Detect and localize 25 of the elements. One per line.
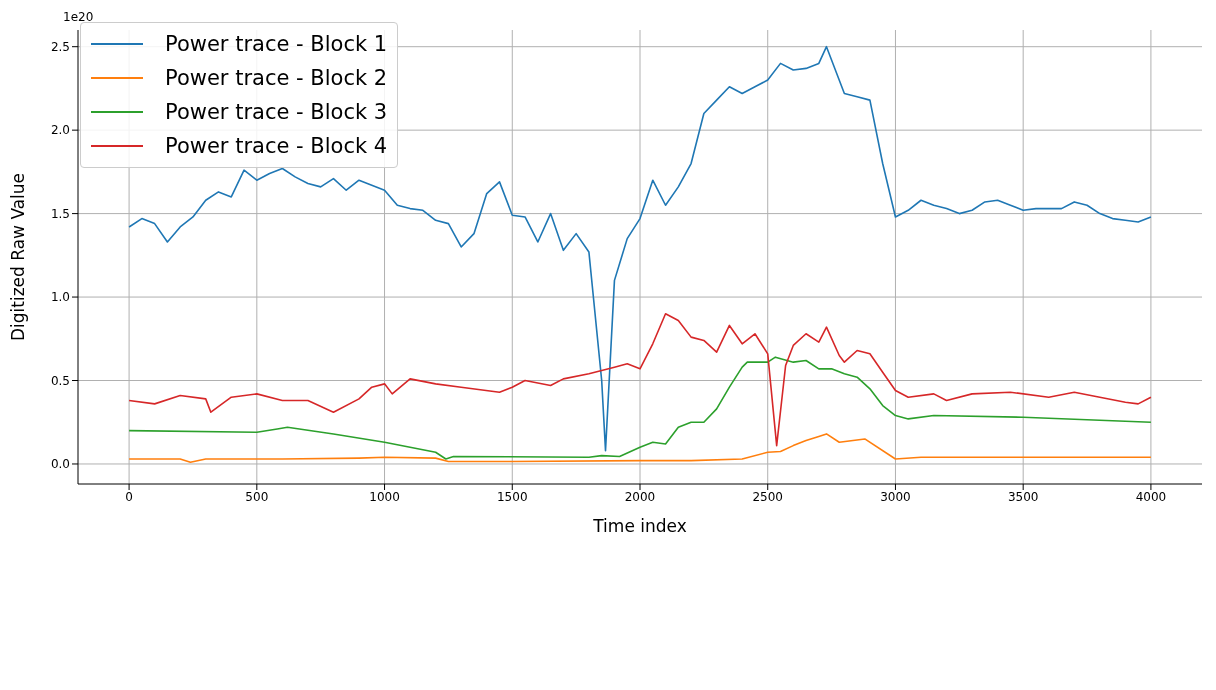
legend-label: Power trace - Block 4 [165, 134, 388, 158]
y-tick-label: 1.5 [50, 206, 70, 221]
x-tick-label: 3000 [880, 489, 911, 504]
line-series [128, 356, 1152, 460]
y-tick-label: 1.0 [50, 290, 70, 305]
x-tick-label: 2500 [752, 489, 783, 504]
x-tick-label: 1500 [497, 489, 528, 504]
line-series [128, 312, 1152, 447]
legend-label: Power trace - Block 1 [165, 32, 388, 56]
y-tick-label: 2.0 [50, 123, 70, 138]
legend-label: Power trace - Block 2 [165, 66, 388, 90]
text: 1e20 [63, 10, 94, 24]
line-series [128, 433, 1152, 464]
y-tick-label: 0.0 [50, 457, 70, 472]
x-axis-title: Time index [592, 516, 687, 536]
x-tick-label: 1000 [369, 489, 400, 504]
x-tick-label: 3500 [1007, 489, 1039, 504]
y-tick-label: 0.5 [50, 373, 70, 388]
y-axis-title: Digitized Raw Value [8, 172, 29, 342]
x-tick-label: 2000 [624, 489, 656, 504]
legend-label: Power trace - Block 3 [165, 100, 388, 124]
x-tick-label: 4000 [1135, 489, 1167, 504]
x-tick-label: 500 [245, 489, 269, 504]
y-tick-label: 2.5 [50, 39, 70, 54]
x-tick-label: 0 [125, 489, 133, 504]
